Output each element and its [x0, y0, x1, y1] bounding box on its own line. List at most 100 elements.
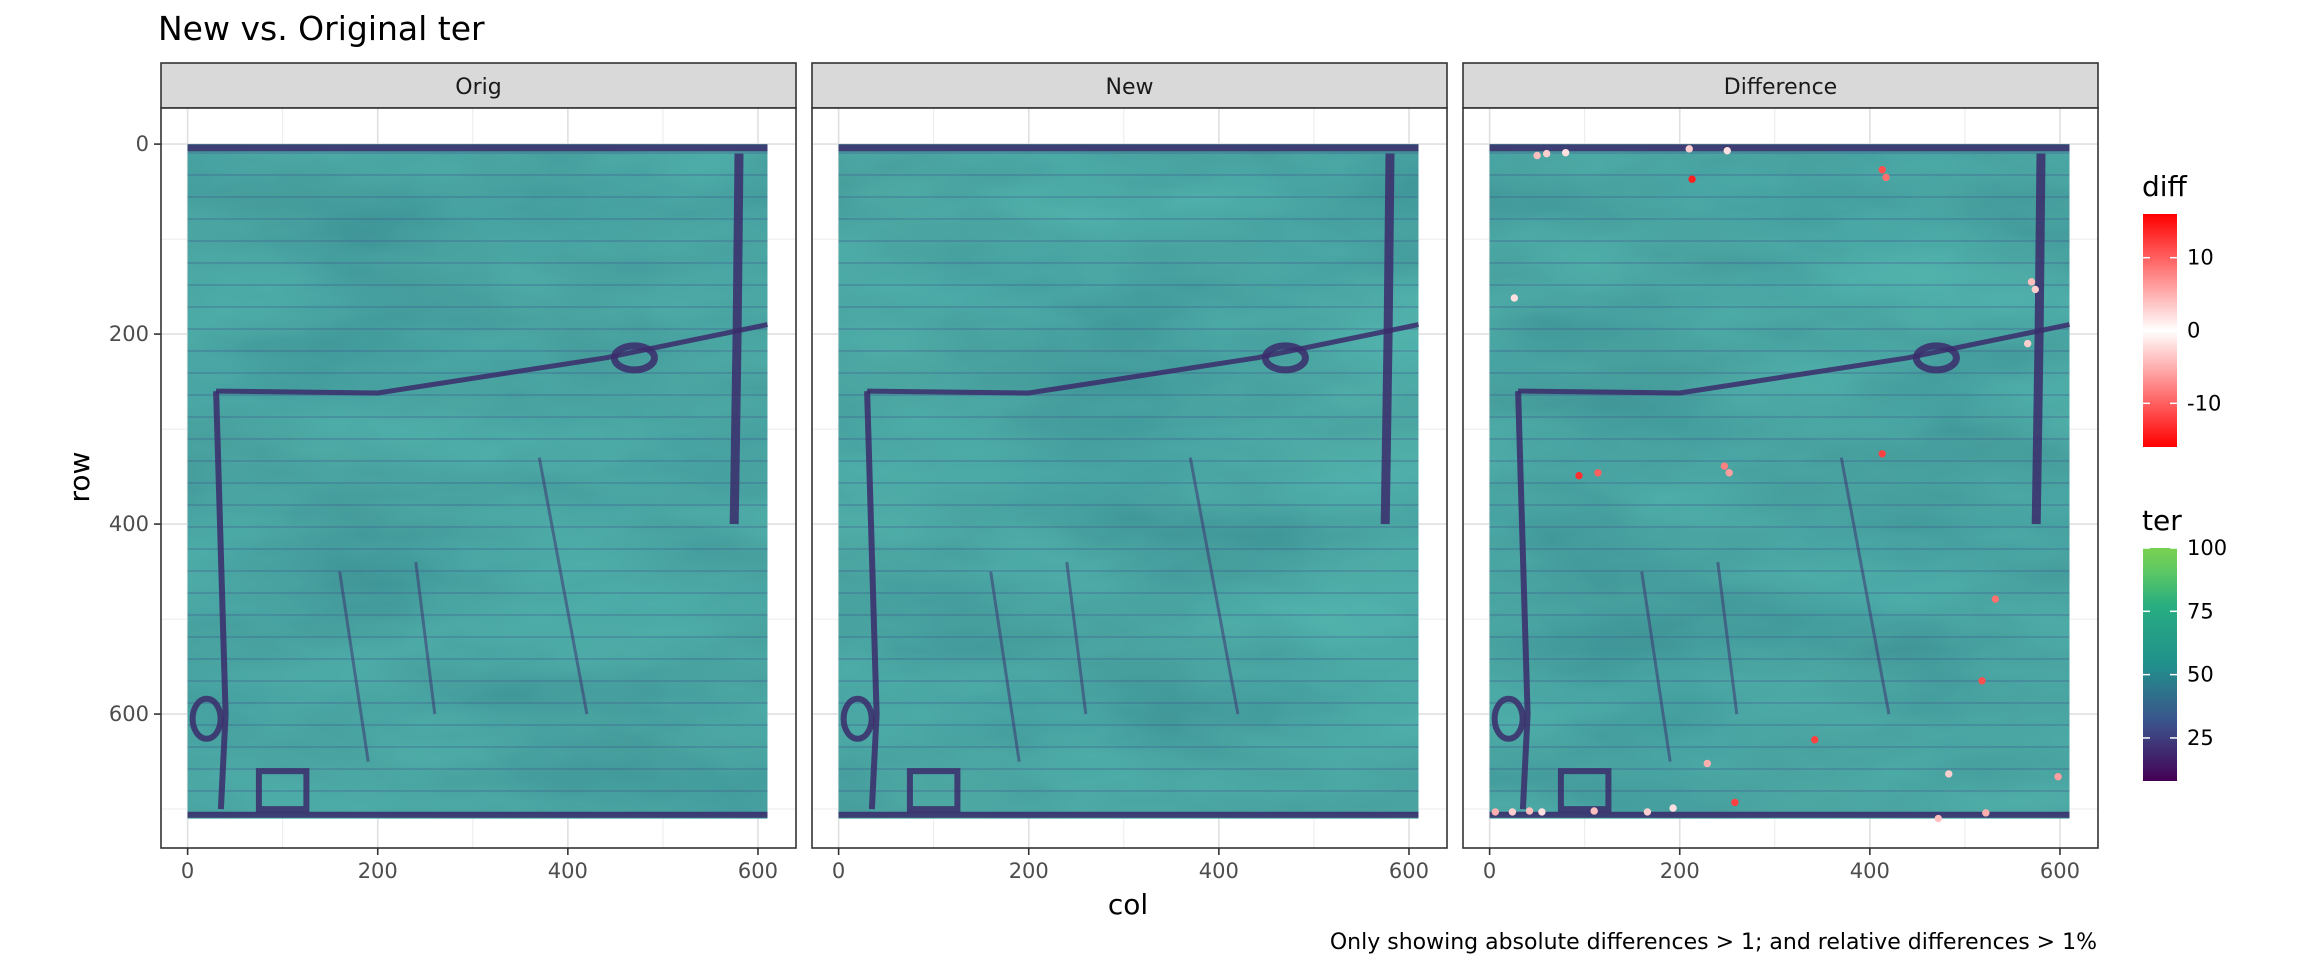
- diff-point: [1575, 471, 1583, 480]
- x-tick-label: 0: [832, 859, 845, 883]
- feature-left-ditch: [213, 391, 229, 810]
- legend-tick-label: 50: [2187, 663, 2214, 687]
- feature-pond: [255, 768, 310, 813]
- facet-label: New: [1106, 75, 1154, 100]
- feature-drains: [989, 457, 1240, 762]
- ter-raster: [838, 144, 1420, 819]
- x-tick-label: 600: [1389, 859, 1429, 883]
- x-tick-label: 400: [1850, 859, 1890, 883]
- diff-point: [1945, 770, 1953, 778]
- ter-legend-title: ter: [2142, 504, 2182, 537]
- diff-point: [1590, 807, 1598, 815]
- ter-raster: [1489, 144, 2071, 819]
- diff-point: [1643, 808, 1652, 816]
- diff-point: [1685, 145, 1693, 153]
- diff-point: [1982, 809, 1990, 817]
- facet-strip: [160, 62, 797, 109]
- feature-pond: [1557, 768, 1612, 813]
- feature-basin: [840, 695, 875, 742]
- feature-right-ditch: [1380, 153, 1395, 525]
- ter-raster: [187, 144, 769, 819]
- x-axis-title: col: [1108, 888, 1148, 921]
- ter-colorbar: [2143, 548, 2177, 781]
- feature-left-ditch: [864, 391, 880, 810]
- feature-road: [867, 322, 1420, 396]
- diff-point: [1594, 469, 1602, 477]
- diff-point: [1491, 808, 1500, 816]
- feature-cluster: [1912, 342, 1960, 374]
- diff-point: [1508, 808, 1517, 816]
- x-tick-label: 0: [181, 859, 194, 883]
- diff-point: [1720, 462, 1729, 470]
- diff-point: [1725, 469, 1733, 477]
- diff-point: [1723, 147, 1731, 155]
- legend-tick-label: 100: [2187, 536, 2227, 560]
- diff-point: [1688, 175, 1696, 183]
- facet-strip: [811, 62, 1448, 109]
- facet-strip: [1462, 62, 2099, 109]
- x-tick-label: 0: [1483, 859, 1496, 883]
- legend-tick-label: 0: [2187, 319, 2200, 343]
- legend-tick-label: 75: [2187, 599, 2214, 623]
- facet-panel-orig: Orig 0 200 400 600 0 200 400 600: [109, 62, 797, 883]
- diff-point: [1934, 814, 1942, 823]
- raster-field-lines: [187, 144, 768, 819]
- panel-border: [1462, 107, 2099, 849]
- legend-tick-label: -10: [2187, 391, 2221, 415]
- feature-drains: [1640, 457, 1891, 762]
- facet-panel-new: New 0 200 400 600: [811, 62, 1448, 883]
- panel-border: [811, 107, 1448, 849]
- diff-point: [1882, 173, 1890, 182]
- feature-drains: [338, 457, 589, 762]
- legend-tick-label: 25: [2187, 726, 2214, 750]
- y-tick-label: 400: [109, 512, 149, 536]
- y-tick-label: 600: [109, 702, 149, 726]
- raster-features: [187, 144, 769, 818]
- feature-right-ditch: [2031, 153, 2046, 525]
- feature-left-ditch: [1515, 391, 1531, 810]
- raster-field-lines: [838, 144, 1419, 819]
- diff-points: [1491, 145, 2062, 823]
- y-tick-label: 0: [136, 132, 149, 156]
- chart-caption: Only showing absolute differences > 1; a…: [1330, 930, 2097, 955]
- diff-point: [1525, 807, 1534, 815]
- facet-panel-difference: Difference 0 200 400 600: [1462, 62, 2099, 883]
- diff-point: [1878, 166, 1886, 174]
- diff-point: [1811, 736, 1819, 744]
- diff-point: [1533, 151, 1541, 160]
- feature-basin: [1491, 695, 1526, 742]
- diff-point: [2023, 339, 2032, 348]
- y-axis: 0 200 400 600: [109, 132, 161, 726]
- x-tick-label: 200: [358, 859, 398, 883]
- diff-point: [1669, 804, 1677, 812]
- feature-basin: [189, 695, 224, 742]
- y-tick-label: 200: [109, 322, 149, 346]
- diff-point: [1542, 149, 1551, 158]
- diff-point: [1561, 148, 1570, 157]
- x-tick-label: 600: [738, 859, 778, 883]
- y-axis-title: row: [63, 452, 96, 503]
- diff-legend: diff 10 0 -10: [2142, 170, 2221, 447]
- raster-features: [1489, 144, 2071, 818]
- diff-point: [2027, 278, 2036, 286]
- diff-point: [1978, 677, 1986, 685]
- feature-cluster: [610, 342, 658, 374]
- diff-point: [1538, 808, 1546, 816]
- raster-field-lines: [1489, 144, 2070, 819]
- x-tick-label: 200: [1009, 859, 1049, 883]
- diff-point: [1510, 294, 1519, 302]
- x-axis: 0 200 400 600: [181, 848, 778, 883]
- diff-point: [2031, 285, 2039, 294]
- diff-point: [1731, 798, 1739, 807]
- feature-road: [216, 322, 769, 396]
- facet-label: Orig: [455, 75, 501, 100]
- x-tick-label: 600: [2040, 859, 2080, 883]
- diff-point: [1991, 595, 2000, 603]
- chart-title: New vs. Original ter: [158, 9, 485, 48]
- facet-label: Difference: [1724, 75, 1837, 100]
- diff-legend-title: diff: [2142, 170, 2188, 203]
- feature-pond: [906, 768, 961, 813]
- legend-tick-label: 10: [2187, 246, 2214, 270]
